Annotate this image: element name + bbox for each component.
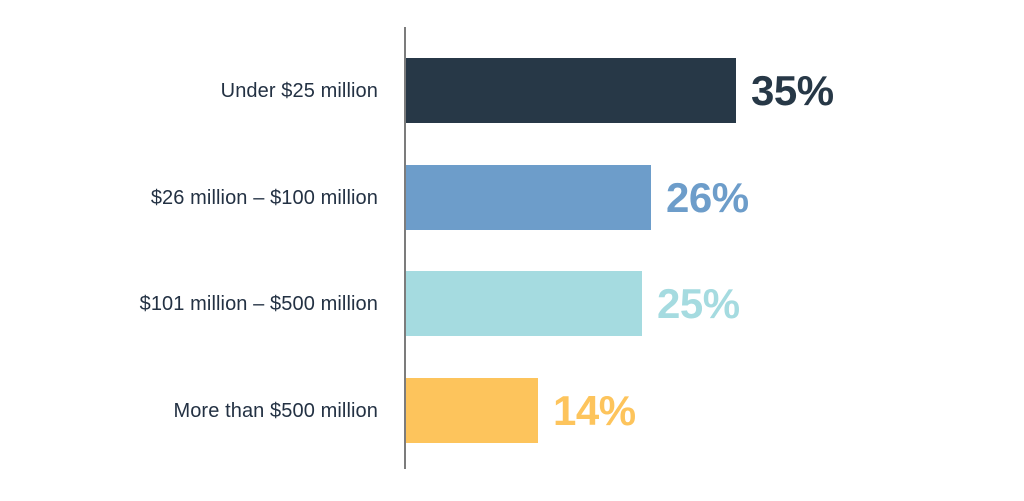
value-label: 26%: [666, 173, 749, 221]
category-label: $101 million – $500 million: [139, 292, 378, 315]
chart-row: More than $500 million 14%: [0, 378, 1024, 443]
chart-row: $101 million – $500 million 25%: [0, 271, 1024, 336]
bar: [406, 271, 642, 336]
y-axis-line: [404, 27, 406, 469]
chart-row: Under $25 million 35%: [0, 58, 1024, 123]
category-label: More than $500 million: [173, 399, 378, 422]
category-label: $26 million – $100 million: [150, 186, 378, 209]
value-label: 25%: [657, 279, 740, 327]
chart-row: $26 million – $100 million 26%: [0, 165, 1024, 230]
bar: [406, 165, 651, 230]
bar: [406, 378, 538, 443]
category-label: Under $25 million: [220, 79, 378, 102]
value-label: 35%: [751, 66, 834, 114]
value-label: 14%: [553, 386, 636, 434]
bar: [406, 58, 736, 123]
